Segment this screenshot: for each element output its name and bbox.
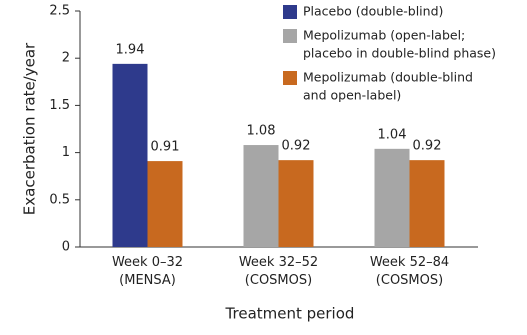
legend-swatch <box>283 71 297 85</box>
legend-label: Mepolizumab (double-blind <box>303 70 473 85</box>
x-tick-label: Week 52–84 (COSMOS) <box>370 255 449 288</box>
value-label: 1.08 <box>247 124 276 139</box>
x-tick-label-line: Week 32–52 <box>239 255 318 270</box>
x-tick-label-line: Week 0–32 <box>112 255 183 270</box>
y-axis-title: Exacerbation rate/year <box>21 42 39 215</box>
x-tick-label: Week 32–52 (COSMOS) <box>239 255 318 288</box>
value-label: 0.92 <box>413 139 442 154</box>
x-tick-label: Week 0–32 (MENSA) <box>112 255 183 288</box>
legend-label: Placebo (double-blind) <box>303 4 443 19</box>
y-tick-label: 2 <box>62 51 70 66</box>
x-tick-label-line: (COSMOS) <box>245 273 312 288</box>
legend-label: placebo in double-blind phase) <box>303 46 496 61</box>
bar <box>374 148 410 247</box>
legend-swatch <box>283 29 297 43</box>
value-label: 0.91 <box>151 140 180 155</box>
x-axis-title: Treatment period <box>225 305 355 323</box>
bar <box>243 145 279 247</box>
value-label: 0.92 <box>282 139 311 154</box>
bar <box>409 160 445 247</box>
bar <box>147 161 183 247</box>
value-label: 1.04 <box>378 127 407 142</box>
value-label: 1.94 <box>116 42 145 57</box>
y-tick-label: 1 <box>62 145 70 160</box>
x-tick-label-line: (MENSA) <box>119 273 176 288</box>
bar <box>278 160 314 247</box>
x-tick-label-line: Week 52–84 <box>370 255 449 270</box>
y-tick-label: 1.5 <box>49 98 70 113</box>
y-tick-label: 2.5 <box>49 4 70 19</box>
x-tick-label-line: (COSMOS) <box>376 273 443 288</box>
y-tick-label: 0 <box>62 240 70 255</box>
legend-label: Mepolizumab (open-label; <box>303 28 465 43</box>
legend-swatch <box>283 5 297 19</box>
y-tick-label: 0.5 <box>49 192 70 207</box>
legend-label: and open-label) <box>303 88 401 103</box>
bar <box>112 63 148 247</box>
